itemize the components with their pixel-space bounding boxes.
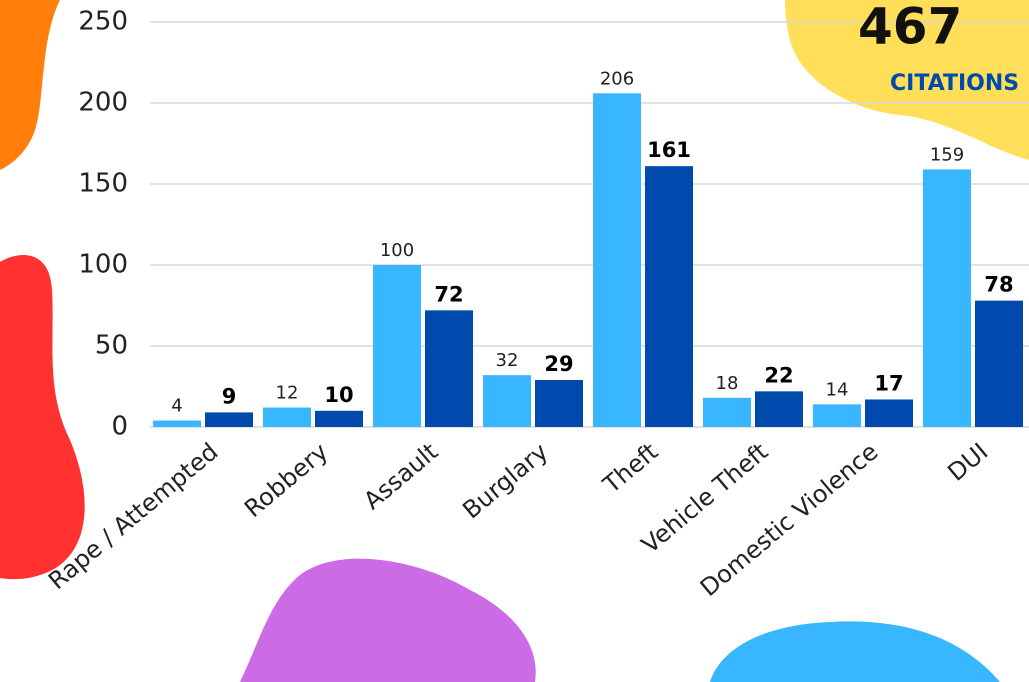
bar: [645, 166, 693, 427]
bar: [373, 265, 421, 427]
value-label: 17: [874, 371, 903, 395]
purple-blob: [240, 558, 536, 682]
value-label: 22: [764, 363, 793, 387]
x-tick-label: Domestic Violence: [695, 438, 883, 603]
x-tick-label: Assault: [358, 438, 443, 516]
x-tick-label: Burglary: [457, 438, 553, 525]
bar: [755, 391, 803, 427]
x-tick-label: Theft: [597, 438, 663, 500]
value-label: 29: [544, 352, 573, 376]
bar: [703, 397, 751, 427]
value-label: 9: [222, 384, 237, 408]
y-tick-label: 50: [95, 331, 128, 361]
red-blob: [0, 255, 85, 580]
bar: [535, 380, 583, 427]
value-label: 78: [984, 273, 1013, 297]
bar: [593, 93, 641, 427]
y-tick-label: 100: [78, 250, 128, 280]
bar: [483, 375, 531, 427]
yellow-blob: [785, 0, 1029, 160]
bar: [425, 310, 473, 427]
y-tick-label: 150: [78, 169, 128, 199]
value-label: 10: [324, 383, 353, 407]
value-label: 4: [171, 396, 182, 417]
value-label: 161: [647, 138, 691, 162]
value-label: 206: [600, 68, 634, 89]
badge-label: CITATIONS: [890, 71, 1019, 96]
value-label: 159: [930, 144, 964, 165]
x-tick-label: Robbery: [239, 438, 333, 523]
y-tick-label: 0: [111, 412, 128, 442]
blue-blob: [710, 621, 1000, 682]
x-tick-label: DUI: [942, 438, 993, 487]
value-label: 72: [434, 282, 463, 306]
value-label: 18: [716, 373, 739, 394]
y-tick-label: 250: [78, 7, 128, 37]
bar: [813, 404, 861, 427]
orange-blob: [0, 0, 60, 170]
bar: [975, 300, 1023, 427]
bar: [923, 169, 971, 428]
bar: [865, 399, 913, 427]
bar: [153, 420, 201, 427]
bar: [263, 407, 311, 427]
y-tick-label: 200: [78, 88, 128, 118]
value-label: 14: [826, 379, 849, 400]
bar: [205, 412, 253, 427]
value-label: 32: [496, 350, 519, 371]
badge-number: 467: [858, 0, 962, 56]
bar: [315, 410, 363, 427]
value-label: 100: [380, 240, 414, 261]
value-label: 12: [276, 383, 299, 404]
